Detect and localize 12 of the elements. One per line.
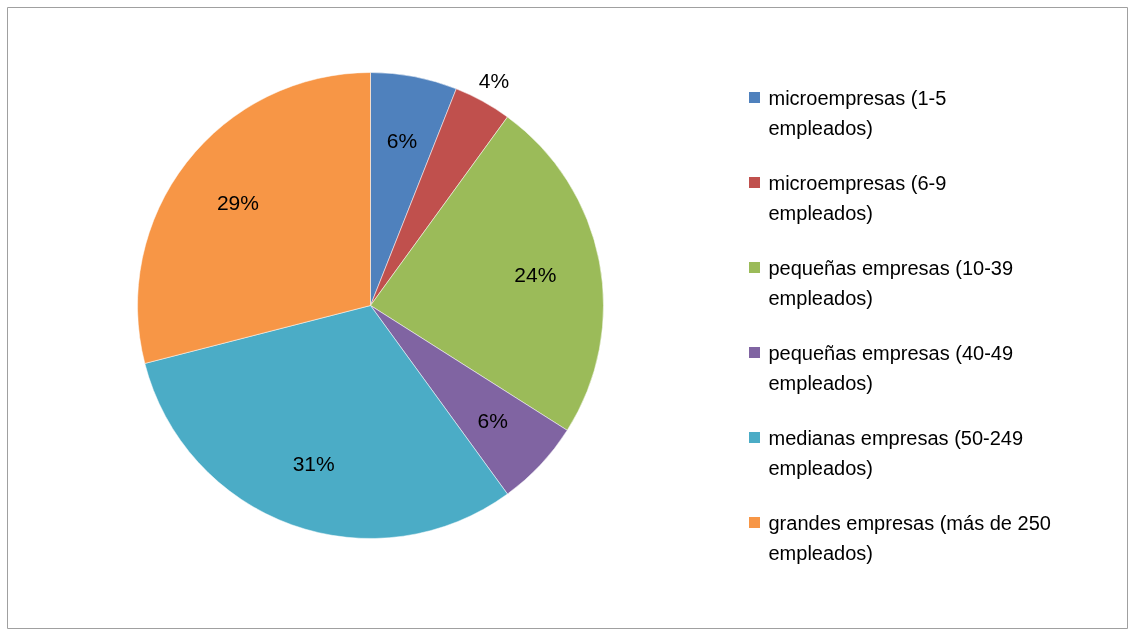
data-label: 31% [292, 451, 335, 475]
legend-label: microempresas (1-5 empleados) [768, 86, 947, 139]
legend-label: pequeñas empresas (40-49 empleados) [768, 341, 1014, 394]
legend-label: pequeñas empresas (10-39 empleados) [768, 256, 1014, 309]
legend-label: medianas empresas (50-249 empleados) [768, 426, 1024, 479]
data-label: 24% [514, 262, 557, 286]
legend-label: grandes empresas (más de 250 empleados) [768, 511, 1051, 564]
data-label: 6% [477, 408, 508, 432]
legend-label: microempresas (6-9 empleados) [768, 171, 947, 224]
data-label: 6% [386, 129, 418, 153]
data-label: 29% [216, 191, 259, 215]
data-label: 4% [478, 69, 510, 93]
